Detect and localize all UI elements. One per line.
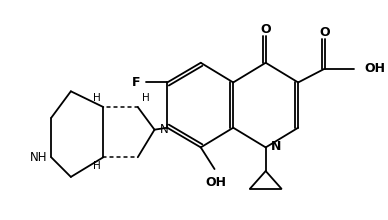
Text: N: N [270, 140, 281, 153]
Text: N: N [159, 123, 168, 136]
Text: H: H [142, 93, 149, 103]
Text: NH: NH [30, 151, 47, 164]
Text: O: O [260, 23, 271, 36]
Text: H: H [93, 93, 100, 103]
Text: F: F [132, 76, 141, 89]
Text: O: O [319, 26, 330, 39]
Text: OH: OH [364, 62, 385, 75]
Text: OH: OH [205, 176, 226, 189]
Text: H: H [93, 161, 100, 171]
